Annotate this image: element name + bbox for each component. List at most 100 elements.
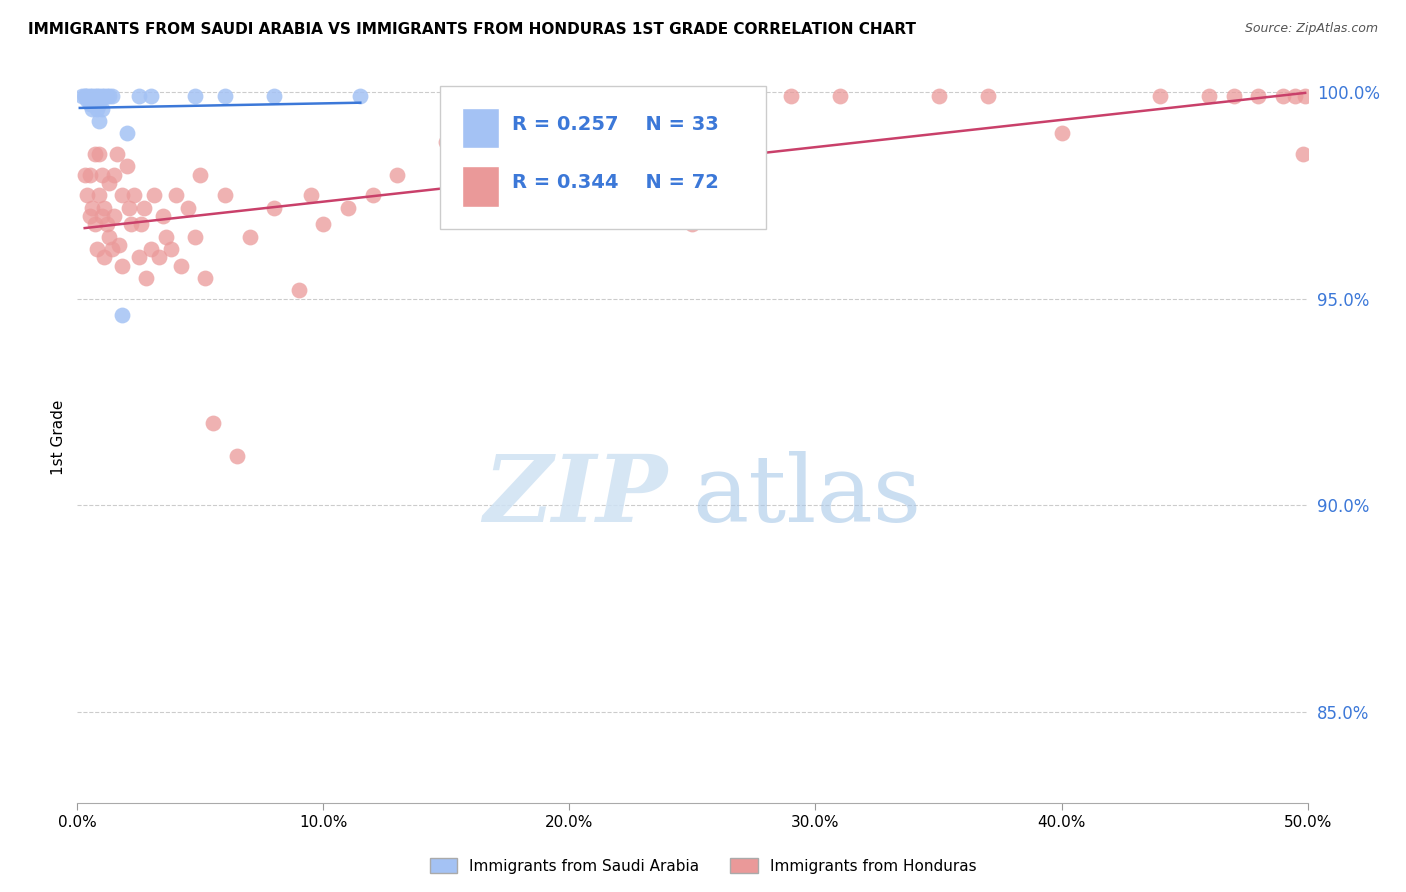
Point	[76, 188, 98, 202]
Point	[73, 89, 96, 103]
Point	[830, 89, 852, 103]
Point	[928, 89, 950, 103]
Point	[194, 271, 217, 285]
Point	[86, 242, 108, 256]
Point	[96, 89, 118, 103]
Text: R = 0.344    N = 72: R = 0.344 N = 72	[512, 173, 718, 192]
Point	[76, 93, 98, 107]
Point	[152, 209, 174, 223]
Point	[460, 126, 482, 140]
Point	[115, 126, 138, 140]
Point	[288, 284, 311, 298]
Point	[79, 168, 101, 182]
Y-axis label: 1st Grade: 1st Grade	[51, 400, 66, 475]
Point	[93, 250, 115, 264]
Text: atlas: atlas	[693, 450, 922, 541]
Point	[361, 188, 384, 202]
Point	[1198, 89, 1220, 103]
Point	[86, 89, 108, 103]
Point	[142, 188, 165, 202]
Point	[436, 135, 458, 149]
Point	[103, 168, 125, 182]
Point	[89, 188, 111, 202]
Point	[89, 114, 111, 128]
Point	[1050, 126, 1073, 140]
Point	[82, 201, 104, 215]
Point	[155, 229, 177, 244]
Point	[76, 89, 98, 103]
Point	[90, 168, 114, 182]
Point	[89, 147, 111, 161]
Point	[108, 238, 131, 252]
Point	[79, 97, 101, 112]
Point	[101, 89, 124, 103]
Point	[111, 259, 132, 273]
Point	[148, 250, 170, 264]
Point	[214, 89, 236, 103]
FancyBboxPatch shape	[463, 108, 499, 148]
Point	[1223, 89, 1246, 103]
Point	[103, 209, 125, 223]
Point	[177, 201, 200, 215]
Text: Source: ZipAtlas.com: Source: ZipAtlas.com	[1244, 22, 1378, 36]
Point	[73, 168, 96, 182]
Point	[98, 176, 121, 190]
Point	[82, 97, 104, 112]
Point	[83, 217, 105, 231]
Point	[188, 168, 212, 182]
Point	[121, 217, 143, 231]
Point	[184, 89, 207, 103]
FancyBboxPatch shape	[463, 167, 499, 207]
Text: R = 0.257    N = 33: R = 0.257 N = 33	[512, 114, 718, 134]
Point	[141, 89, 163, 103]
Point	[1272, 89, 1295, 103]
Point	[83, 89, 105, 103]
Point	[73, 89, 96, 103]
Point	[101, 242, 124, 256]
Point	[90, 102, 114, 116]
Point	[780, 89, 803, 103]
Point	[349, 89, 371, 103]
Point	[299, 188, 322, 202]
Point	[263, 89, 285, 103]
Point	[135, 271, 157, 285]
Point	[90, 209, 114, 223]
Point	[82, 89, 104, 103]
Point	[86, 102, 108, 116]
Point	[122, 188, 145, 202]
Point	[93, 89, 115, 103]
FancyBboxPatch shape	[440, 86, 766, 228]
Point	[82, 102, 104, 116]
Point	[239, 229, 262, 244]
Point	[83, 93, 105, 107]
Point	[312, 217, 335, 231]
Text: IMMIGRANTS FROM SAUDI ARABIA VS IMMIGRANTS FROM HONDURAS 1ST GRADE CORRELATION C: IMMIGRANTS FROM SAUDI ARABIA VS IMMIGRAN…	[28, 22, 917, 37]
Point	[83, 97, 105, 112]
Point	[96, 217, 118, 231]
Point	[115, 160, 138, 174]
Point	[98, 89, 121, 103]
Point	[558, 118, 581, 132]
Legend: Immigrants from Saudi Arabia, Immigrants from Honduras: Immigrants from Saudi Arabia, Immigrants…	[423, 852, 983, 880]
Point	[160, 242, 183, 256]
Point	[98, 229, 121, 244]
Point	[93, 201, 115, 215]
Point	[165, 188, 187, 202]
Point	[79, 93, 101, 107]
Point	[111, 188, 132, 202]
Point	[70, 89, 93, 103]
Point	[132, 201, 155, 215]
Point	[128, 89, 150, 103]
Point	[337, 201, 360, 215]
Point	[129, 217, 153, 231]
Point	[201, 416, 224, 430]
Point	[118, 201, 141, 215]
Point	[1284, 89, 1306, 103]
Text: ZIP: ZIP	[484, 450, 668, 541]
Point	[79, 89, 101, 103]
Point	[83, 147, 105, 161]
Point	[141, 242, 163, 256]
Point	[90, 89, 114, 103]
Point	[79, 209, 101, 223]
Point	[170, 259, 193, 273]
